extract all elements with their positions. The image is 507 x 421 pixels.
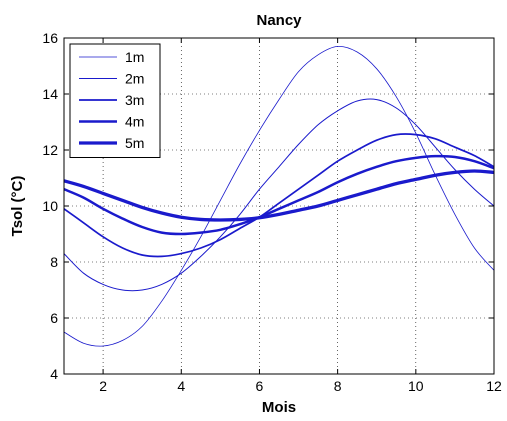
x-tick-label: 6 — [256, 378, 264, 394]
chart-title: Nancy — [256, 12, 302, 29]
x-tick-label: 12 — [486, 378, 502, 394]
tick-labels: 2 4 6 8 10 12 4 6 8 10 12 14 16 — [42, 30, 502, 394]
series-layer — [64, 45, 494, 347]
y-axis-label: Tsol (°C) — [9, 176, 26, 237]
legend: 1m 2m 3m 4m 5m — [69, 43, 161, 158]
legend-label-4m: 4m — [125, 114, 144, 130]
series-line-1m — [64, 45, 494, 347]
series-line-3m — [64, 133, 494, 258]
y-tick-label: 12 — [42, 142, 58, 158]
x-tick-label: 10 — [408, 378, 424, 394]
y-tick-label: 6 — [50, 310, 58, 326]
y-tick-label: 14 — [42, 86, 58, 102]
y-tick-label: 10 — [42, 198, 58, 214]
legend-label-5m: 5m — [125, 135, 144, 151]
ticks — [64, 37, 495, 375]
x-axis-label: Mois — [262, 399, 296, 416]
y-tick-label: 4 — [50, 366, 58, 382]
legend-label-3m: 3m — [125, 92, 144, 108]
x-tick-label: 4 — [177, 378, 185, 394]
y-tick-label: 16 — [42, 30, 58, 46]
series-line-4m — [64, 154, 494, 236]
series-line-5m — [64, 169, 494, 222]
x-tick-label: 2 — [99, 378, 107, 394]
legend-label-1m: 1m — [125, 49, 144, 65]
x-tick-label: 8 — [334, 378, 342, 394]
legend-label-2m: 2m — [125, 71, 144, 87]
y-tick-label: 8 — [50, 254, 58, 270]
series-line-2m — [64, 98, 494, 292]
